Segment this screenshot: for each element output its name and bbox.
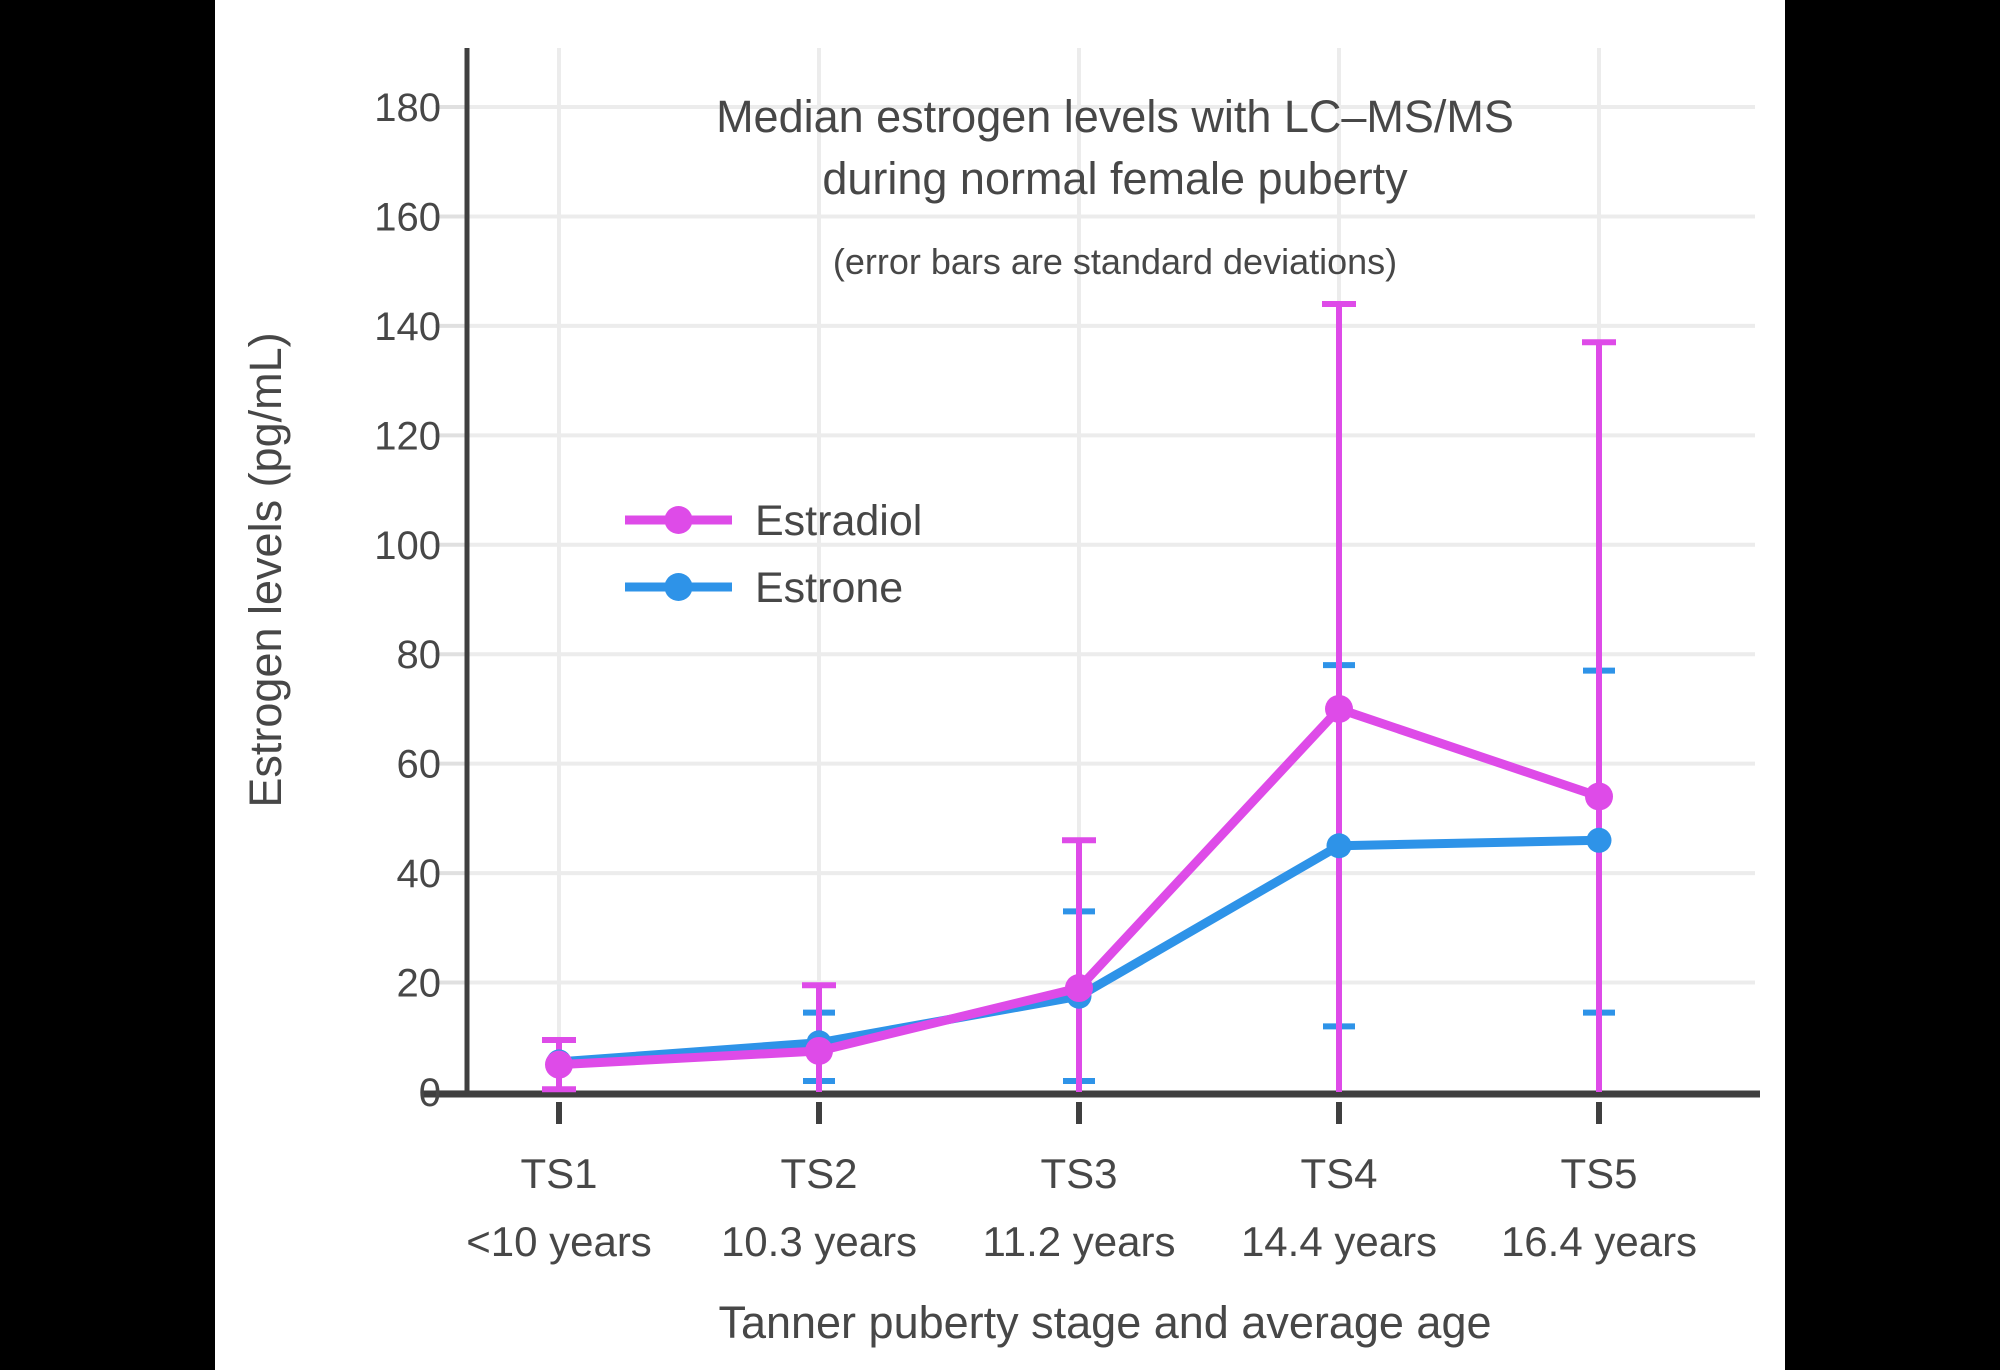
- x-tick-stage-TS1: TS1: [520, 1150, 597, 1197]
- legend-item-estradiol: Estradiol: [625, 497, 922, 545]
- y-tick-label-60: 60: [397, 743, 442, 787]
- chart-subtitle: (error bars are standard deviations): [833, 241, 1397, 282]
- x-tick-age-TS4: 14.4 years: [1241, 1218, 1437, 1265]
- x-tick-stage-TS5: TS5: [1560, 1150, 1637, 1197]
- legend-item-estrone: Estrone: [625, 564, 903, 612]
- x-axis-title: Tanner puberty stage and average age: [718, 1297, 1491, 1348]
- x-tick-age-TS3: 11.2 years: [983, 1218, 1176, 1265]
- legend: Estradiol Estrone: [625, 497, 922, 612]
- legend-label-estrone: Estrone: [755, 564, 903, 612]
- legend-label-estradiol: Estradiol: [755, 497, 922, 545]
- y-tick-label-40: 40: [397, 852, 442, 896]
- series-estradiol-marker-TS2: [805, 1036, 833, 1065]
- legend-swatch-marker: [664, 573, 693, 601]
- series-estradiol-marker-TS3: [1065, 974, 1093, 1003]
- chart-title-line2: during normal female puberty: [822, 153, 1408, 204]
- series-estradiol-marker-TS4: [1325, 694, 1353, 723]
- y-tick-label-0: 0: [419, 1071, 441, 1115]
- x-tick-age-TS2: 10.3 years: [721, 1218, 917, 1265]
- tick-label-layer: 0 20 40 60 80 100 120 140 160 180 TS1 <10 years TS2 1…: [374, 86, 1697, 1265]
- y-tick-label-100: 100: [374, 524, 441, 568]
- y-tick-label-120: 120: [374, 414, 441, 458]
- estrogen-chart: 0 20 40 60 80 100 120 140 160 180 TS1 <10 years TS2 1…: [240, 48, 1760, 1348]
- x-tick-age-TS5: 16.4 years: [1501, 1218, 1697, 1265]
- y-tick-label-180: 180: [374, 86, 441, 130]
- x-tick-stage-TS2: TS2: [780, 1150, 857, 1197]
- y-tick-label-160: 160: [374, 195, 441, 239]
- legend-swatch-marker: [664, 506, 693, 534]
- chart-canvas: 0 20 40 60 80 100 120 140 160 180 TS1 <10 years TS2 1…: [215, 0, 1785, 1370]
- y-axis-title: Estrogen levels (pg/mL): [240, 332, 291, 807]
- y-tick-label-140: 140: [374, 305, 441, 349]
- x-tick-stage-TS4: TS4: [1300, 1150, 1377, 1197]
- axis-layer: [423, 48, 1760, 1124]
- errorbar-estradiol-TS5: [1582, 339, 1616, 1092]
- x-tick-age-TS1: <10 years: [466, 1218, 652, 1265]
- series-estrone-marker-TS5: [1586, 827, 1612, 853]
- series-layer: [545, 694, 1613, 1079]
- y-tick-label-20: 20: [397, 962, 442, 1006]
- series-estradiol-marker-TS5: [1585, 782, 1613, 811]
- grid-layer: [435, 48, 1755, 1094]
- series-estradiol-marker-TS1: [545, 1050, 573, 1079]
- errorbar-estradiol-TS3: [1062, 837, 1096, 1092]
- chart-title-line1: Median estrogen levels with LC–MS/MS: [716, 91, 1514, 142]
- series-estrone-marker-TS4: [1326, 833, 1352, 859]
- y-tick-label-80: 80: [397, 633, 442, 677]
- x-tick-stage-TS3: TS3: [1040, 1150, 1117, 1197]
